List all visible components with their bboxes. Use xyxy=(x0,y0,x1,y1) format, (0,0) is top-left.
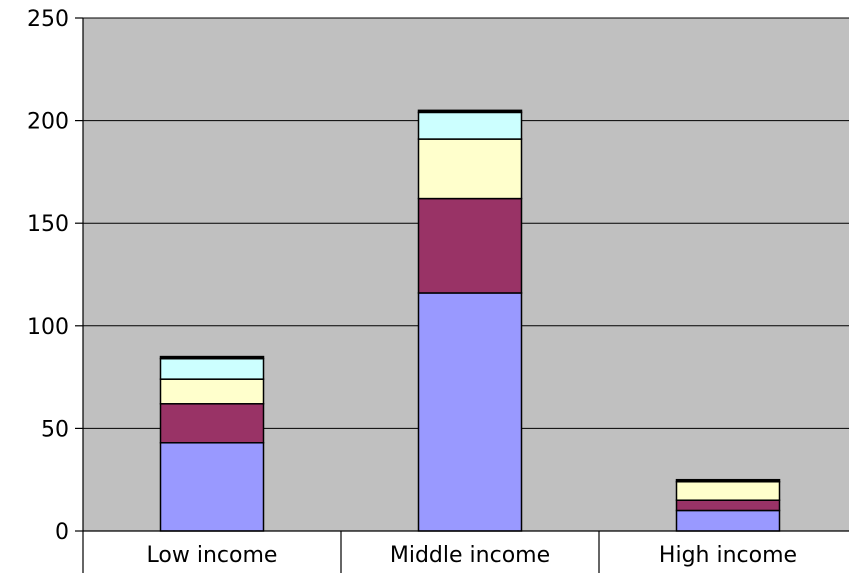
bar-segment-4-middle-income xyxy=(417,111,523,140)
bar-segment-2-middle-income xyxy=(417,197,523,294)
bars xyxy=(159,109,781,532)
bar-segment-1-high-income xyxy=(675,509,781,532)
bar-segment-3-low-income xyxy=(159,378,265,405)
y-tick-label: 0 xyxy=(55,520,69,545)
x-tick-label: Middle income xyxy=(390,543,550,568)
bar-segment-2-low-income xyxy=(159,403,265,444)
x-tick-label: Low income xyxy=(147,543,278,568)
x-axis-ticks: Low income Middle income High income xyxy=(82,531,797,573)
bar-segment-5-high-income xyxy=(675,478,781,483)
bar-segment-5-low-income xyxy=(159,355,265,360)
bar-segment-4-low-income xyxy=(159,357,265,380)
axes xyxy=(82,18,849,532)
y-axis-ticks: 0 50 100 150 200 250 xyxy=(27,7,83,545)
bar-segment-1-middle-income xyxy=(417,292,523,532)
bar-segment-3-high-income xyxy=(675,481,781,501)
bar-segment-5-middle-income xyxy=(417,109,523,114)
y-tick-label: 100 xyxy=(27,315,69,340)
bar-segment-2-high-income xyxy=(675,499,781,512)
bar-segment-3-middle-income xyxy=(417,138,523,200)
bar-segment-1-low-income xyxy=(159,442,265,532)
y-tick-label: 150 xyxy=(27,212,69,237)
y-tick-label: 250 xyxy=(27,7,69,32)
y-tick-label: 50 xyxy=(41,417,69,442)
y-tick-label: 200 xyxy=(27,110,69,135)
x-tick-label: High income xyxy=(659,543,797,568)
